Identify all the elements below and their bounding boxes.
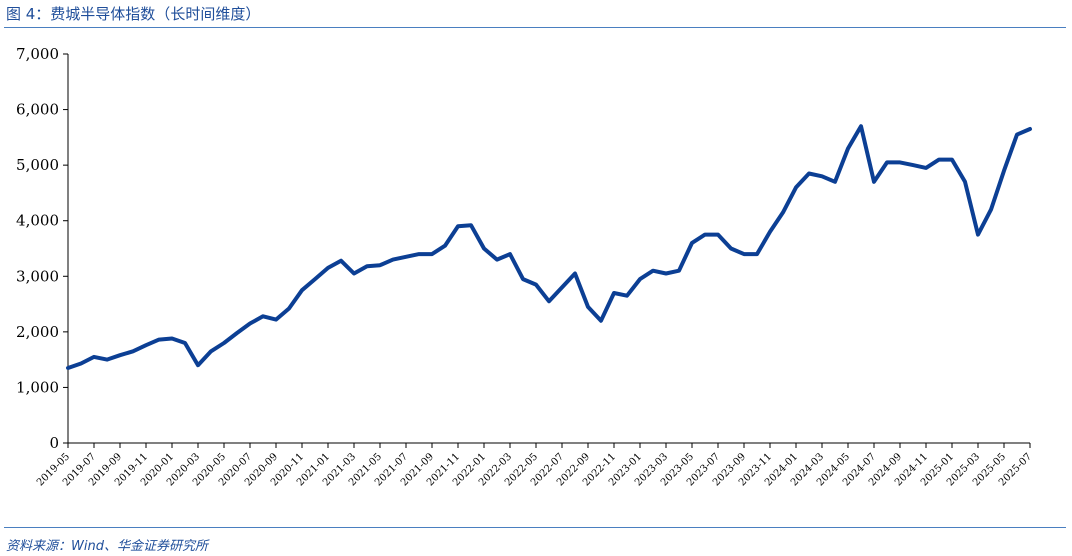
figure-title: 图 4：费城半导体指数（长时间维度） [6, 5, 261, 23]
y-tick-label: 1,000 [16, 378, 59, 396]
footer-rule [4, 527, 1066, 528]
y-tick-label: 3,000 [16, 267, 59, 285]
header-rule [4, 27, 1066, 28]
plot-area [66, 124, 1032, 370]
x-axis: 2019-052019-072019-092019-112020-012020-… [35, 442, 1034, 489]
source-note: 资料来源：Wind、华金证券研究所 [6, 539, 208, 554]
series-line-0 [66, 124, 1032, 370]
y-tick-label: 7,000 [16, 45, 59, 63]
y-tick-label: 4,000 [16, 212, 59, 230]
y-tick-label: 2,000 [16, 323, 59, 341]
y-tick-label: 5,000 [16, 156, 59, 174]
chart: 0 1,000 2,000 3,000 4,000 5,000 6,000 7,000 201… [16, 45, 1034, 489]
y-tick-label: 6,000 [16, 101, 59, 119]
y-tick-label: 0 [49, 434, 59, 452]
y-axis: 0 1,000 2,000 3,000 4,000 5,000 6,000 7,000 [16, 45, 69, 452]
